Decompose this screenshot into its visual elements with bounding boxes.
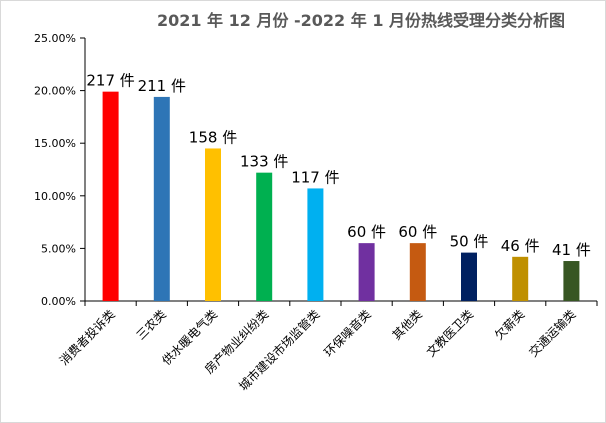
y-axis: 0.00% 5.00% 10.00% 15.00% 20.00% 25.00% (34, 32, 86, 308)
y-tick-label: 0.00% (41, 295, 76, 308)
bar (563, 261, 580, 301)
bar (102, 91, 119, 301)
data-label: 60 件 (398, 223, 437, 241)
category-label: 三农类 (134, 307, 169, 342)
category-label: 环保噪音类 (321, 307, 374, 360)
y-tick-label: 25.00% (34, 32, 76, 45)
bar (461, 252, 477, 301)
bar (307, 188, 324, 301)
y-tick-label: 5.00% (41, 242, 76, 255)
bar (153, 96, 170, 301)
bar (358, 243, 375, 301)
y-tick-label: 15.00% (34, 137, 76, 150)
data-label: 158 件 (189, 128, 237, 146)
y-tick-label: 20.00% (34, 85, 76, 98)
x-axis (84, 300, 598, 306)
data-label: 46 件 (501, 237, 540, 255)
bar (205, 148, 221, 301)
category-label: 消费者投诉类 (56, 307, 118, 369)
category-label: 交通运输类 (525, 307, 578, 360)
bars (102, 91, 580, 301)
data-label: 217 件 (86, 72, 134, 90)
data-label: 211 件 (138, 77, 186, 95)
bar (409, 243, 426, 301)
bar (256, 172, 273, 301)
data-label: 41 件 (552, 241, 591, 259)
bar (512, 256, 529, 301)
chart-title: 2021 年 12 月份 -2022 年 1 月份热线受理分类分析图 (157, 11, 565, 30)
data-label: 117 件 (291, 168, 339, 186)
data-label: 50 件 (450, 233, 489, 251)
category-label: 其他类 (390, 307, 425, 342)
category-label: 文教医卫类 (423, 307, 476, 360)
data-label: 60 件 (347, 223, 386, 241)
data-label: 133 件 (240, 153, 288, 171)
category-label: 欠薪类 (491, 307, 527, 343)
y-tick-label: 10.00% (34, 190, 76, 203)
